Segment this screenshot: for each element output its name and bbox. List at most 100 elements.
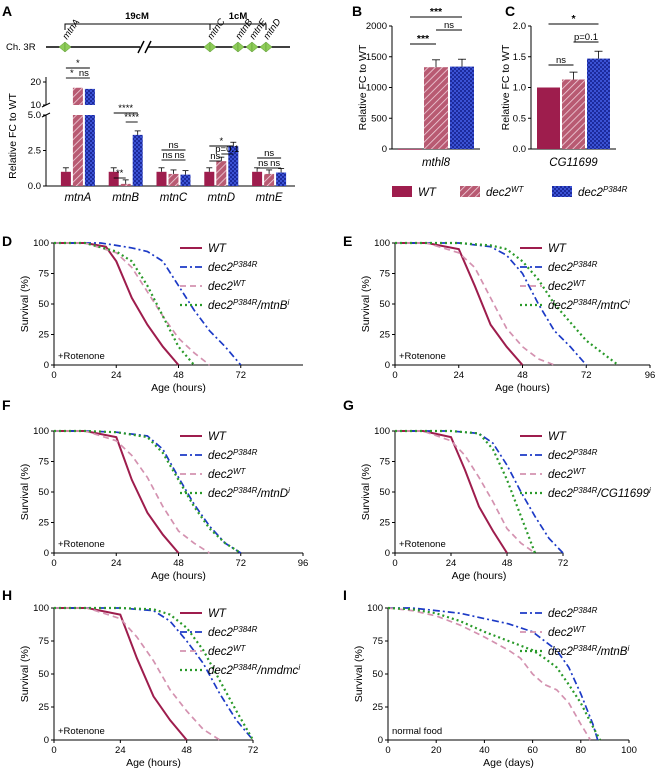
x-tick-label: 0 (392, 558, 397, 569)
x-tick-label: 72 (248, 745, 259, 756)
bar (84, 88, 95, 105)
y-tick-label: 0 (385, 548, 390, 559)
significance-label: ns (168, 140, 178, 151)
legend-swatch (460, 186, 480, 197)
y-tick-label: 100 (367, 603, 383, 614)
survival-line (54, 429, 242, 554)
label-part: P384R (573, 260, 598, 269)
y-tick-label: 50 (379, 487, 390, 498)
label-part: dec2 (208, 281, 234, 293)
x-tick-label: 40 (479, 745, 490, 756)
label-part: dec2 (208, 300, 234, 312)
label-part: dec2 (548, 281, 574, 293)
x-tick-label: 24 (446, 558, 457, 569)
y-tick-label: 100 (374, 426, 390, 437)
category-label-mtnE: mtnE (256, 192, 283, 204)
survival-line (395, 430, 508, 554)
significance-label: *** (430, 6, 443, 18)
label-part: WT (573, 279, 587, 288)
gene-arrow-icon (231, 41, 239, 53)
y-tick-label: 0.0 (28, 181, 41, 192)
y-axis-title: Survival (%) (19, 646, 31, 703)
label-part: dec2 (548, 450, 574, 462)
legend-label: dec2P384R/CG11699i (548, 486, 651, 501)
bar (587, 58, 610, 149)
panel-h-survival-chart: 0 25 50 75 100 0 24 48 72 Age (hours) Survival (%)… (19, 603, 300, 769)
x-tick-label: 48 (173, 370, 184, 381)
panel-label-F: F (2, 397, 11, 413)
category-label-mtnD: mtnD (208, 192, 235, 204)
x-axis-title: Age (hours) (452, 570, 507, 582)
bar (228, 146, 239, 186)
legend-label: WT (548, 431, 567, 443)
significance-label: ** (116, 168, 124, 179)
x-tick-label: 48 (517, 370, 528, 381)
significance-label: ns (556, 55, 566, 66)
label-part: WT (573, 467, 587, 476)
label-part: i (298, 663, 300, 672)
survival-line (395, 430, 536, 554)
legend-label: WT (208, 608, 227, 620)
y-tick-label: 20 (30, 77, 41, 88)
x-tick-label: 48 (181, 745, 192, 756)
panel-a-bar-chart: 0.0 2.5 5.010 20 Relative FC to WT mtnA mtnB mt… (7, 58, 295, 204)
label-part: /mtnD (256, 488, 288, 500)
legend-label: dec2P384R (548, 606, 598, 621)
y-tick-label: 75 (38, 457, 49, 468)
category-label-mtnB: mtnB (112, 192, 139, 204)
distance-label: 1cM (229, 11, 248, 22)
label-part: WT (233, 644, 247, 653)
legend-label: dec2WT (548, 279, 586, 294)
x-tick-label: 24 (115, 745, 126, 756)
label-part: /mtnB (256, 300, 287, 312)
panel-c-bar-chart: 0.0 0.5 1.0 1.5 2.0 Relative FC to WT CG11699 *… (500, 13, 616, 169)
x-tick-label: 24 (453, 370, 464, 381)
significance-label: ns (258, 158, 268, 169)
x-tick-label: 20 (431, 745, 442, 756)
label-part: P384R (233, 486, 258, 495)
y-tick-label: 75 (379, 269, 390, 280)
label-part: WT (418, 187, 437, 199)
x-tick-label: 72 (235, 558, 246, 569)
y-tick-label: 25 (38, 518, 49, 529)
label-part: dec2 (548, 469, 574, 481)
label-part: P384R (233, 260, 258, 269)
panel-e-survival-chart: 0 25 50 75 100 0 24 48 72 96 Age (hours) Survival (… (360, 238, 655, 394)
x-tick-label: 0 (392, 370, 397, 381)
gene-arrow-icon (64, 41, 72, 53)
y-tick-label: 75 (38, 636, 49, 647)
y-tick-label: 0.5 (513, 113, 526, 124)
label-part: dec2 (548, 488, 574, 500)
condition-annotation: +Rotenone (399, 351, 446, 362)
y-tick-label: 0.0 (513, 144, 526, 155)
y-tick-label: 0 (378, 735, 383, 746)
label-part: WT (233, 279, 247, 288)
y-tick-label: 1000 (366, 83, 387, 94)
legend-label: dec2WT (208, 279, 246, 294)
y-tick-label: 2.0 (513, 21, 526, 32)
category-label-mtnC: mtnC (160, 192, 188, 204)
x-tick-label: 72 (235, 370, 246, 381)
legend-label: dec2P384R (208, 625, 258, 640)
y-axis-title: Relative FC to WT (500, 44, 512, 130)
label-part: dec2 (548, 262, 574, 274)
y-tick-label: 0 (385, 360, 390, 371)
x-tick-label: 48 (502, 558, 513, 569)
panel-b-bar-chart: 0 500 1000 1500 2000 Relative FC to WT mthl8 **… (357, 6, 480, 169)
label-part: P384R (233, 663, 258, 672)
y-tick-label: 0 (44, 735, 49, 746)
legend-label: dec2WT (486, 185, 524, 200)
bar (168, 173, 179, 186)
bar (562, 79, 585, 149)
label-part: P384R (573, 448, 598, 457)
distance-bracket (64, 23, 211, 30)
x-tick-label: 96 (298, 558, 309, 569)
significance-label: *** (417, 33, 430, 45)
legend-label: dec2WT (548, 625, 586, 640)
panel-label-E: E (343, 233, 352, 249)
x-tick-label: 60 (527, 745, 538, 756)
y-tick-label: 500 (371, 113, 387, 124)
label-part: WT (208, 243, 227, 255)
x-axis-title: mthl8 (422, 157, 451, 169)
significance-label: p=0.1 (574, 32, 598, 43)
